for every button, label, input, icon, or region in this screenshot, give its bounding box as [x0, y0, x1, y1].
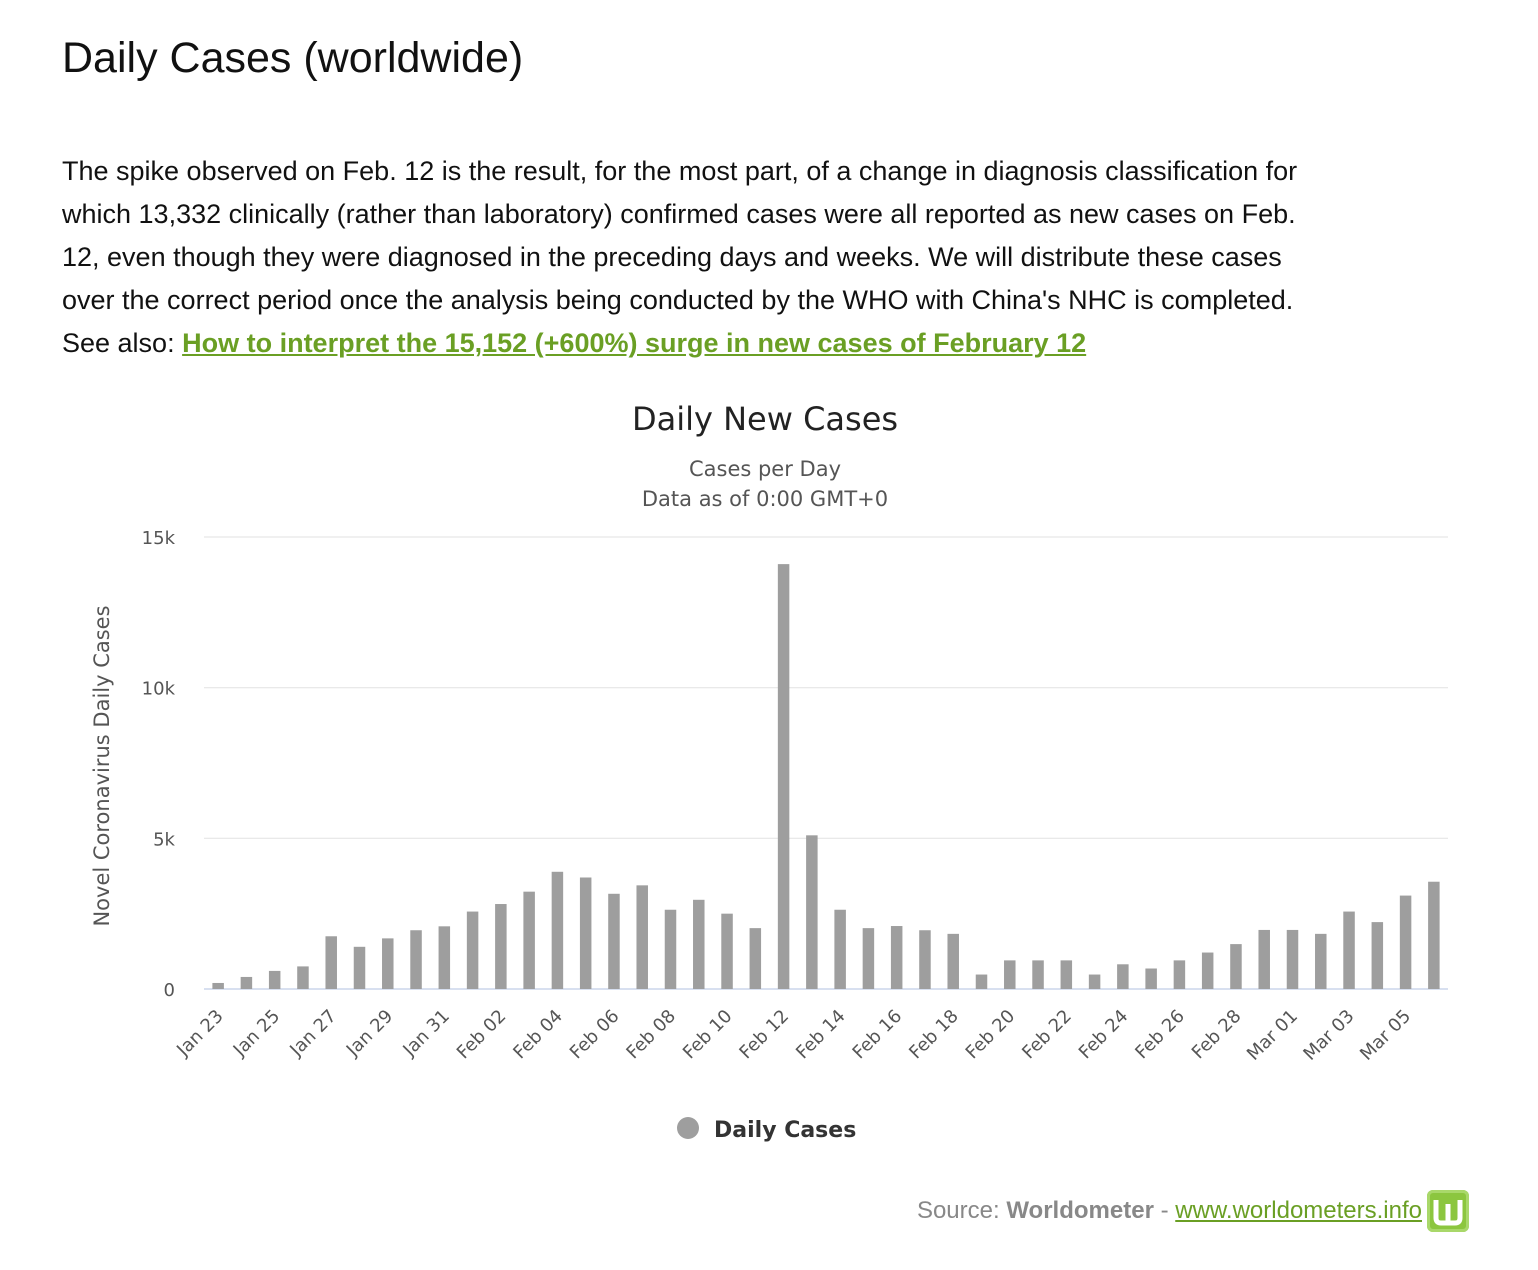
- x-tick-label: Feb 12: [735, 1006, 793, 1064]
- bar[interactable]: Feb 02: 2820: [495, 904, 507, 989]
- legend[interactable]: Daily Cases: [677, 1117, 856, 1143]
- bar[interactable]: Feb 03: 3230: [523, 891, 535, 989]
- bar[interactable]: Feb 15: 2020: [862, 928, 875, 989]
- x-tick-label: Feb 16: [849, 1006, 907, 1064]
- interpret-surge-link[interactable]: How to interpret the 15,152 (+600%) surg…: [182, 328, 1087, 358]
- bar[interactable]: Jan 27: 1750: [325, 936, 337, 989]
- x-tick-label: Feb 04: [509, 1006, 567, 1064]
- bar[interactable]: Jan 26: 750: [297, 966, 309, 989]
- bar[interactable]: Feb 20: 950: [1004, 960, 1016, 989]
- bar[interactable]: Feb 14: 2630: [834, 909, 846, 989]
- bar[interactable]: Feb 08: 2630: [664, 909, 677, 989]
- bar[interactable]: Jan 29: 1680: [382, 938, 394, 989]
- see-also-line: See also: How to interpret the 15,152 (+…: [62, 322, 1462, 365]
- bar[interactable]: Feb 11: 2020: [749, 928, 762, 989]
- x-tick-label: Jan 25: [229, 1006, 284, 1061]
- y-tick-label: 5k: [153, 829, 175, 850]
- bar[interactable]: Feb 23: 480: [1088, 974, 1101, 989]
- y-axis-ticks: 0 5k 10k 15k: [142, 528, 176, 1001]
- bar[interactable]: Mar 01: 1960: [1286, 929, 1299, 989]
- chart-title: Daily New Cases: [632, 400, 898, 438]
- daily-new-cases-chart: Daily New Cases Cases per Day Data as of…: [90, 400, 1448, 1143]
- x-tick-label: Mar 05: [1356, 1006, 1415, 1065]
- note-line: The spike observed on Feb. 12 is the res…: [62, 156, 1298, 186]
- x-tick-label: Jan 27: [285, 1006, 340, 1061]
- y-tick-label: 15k: [142, 528, 176, 549]
- bar[interactable]: Feb 13: 5100: [806, 835, 818, 989]
- y-gridlines: [204, 536, 1448, 990]
- chart-subtitle-line: Cases per Day: [689, 457, 841, 481]
- x-tick-label: Feb 08: [622, 1006, 680, 1064]
- source-org: Worldometer: [1006, 1197, 1154, 1224]
- bar[interactable]: Mar 02: 1830: [1315, 933, 1327, 989]
- bar[interactable]: Mar 06: 3560: [1428, 881, 1440, 989]
- bar-series-daily-cases: Jan 23: 200 Jan 24: 400 Jan 25: 600 Jan 26:…: [212, 564, 1440, 989]
- x-tick-label: Mar 01: [1243, 1006, 1302, 1065]
- bar[interactable]: Jan 25: 600: [268, 970, 281, 989]
- worldometer-w-icon: [1433, 1200, 1463, 1226]
- bar[interactable]: Mar 05: 3100: [1399, 895, 1412, 989]
- see-also-label: See also:: [62, 328, 175, 358]
- bar[interactable]: Feb 17: 1950: [919, 930, 931, 989]
- source-credit: Source: Worldometer - www.worldometers.i…: [917, 1197, 1422, 1225]
- x-tick-label: Feb 22: [1018, 1006, 1076, 1064]
- bar[interactable]: Jan 24: 400: [240, 976, 253, 989]
- bar[interactable]: Feb 22: 950: [1060, 960, 1073, 989]
- bar[interactable]: Feb 06: 3160: [608, 893, 620, 989]
- x-tick-label: Feb 02: [453, 1006, 511, 1064]
- bar[interactable]: Jan 30: 1950: [410, 930, 422, 989]
- bar[interactable]: Feb 04: 3890: [551, 871, 564, 989]
- bar[interactable]: Feb 29: 1960: [1258, 929, 1270, 989]
- x-tick-label: Feb 28: [1188, 1006, 1246, 1064]
- x-tick-label: Feb 06: [566, 1006, 624, 1064]
- bar[interactable]: Feb 01: 2570: [466, 911, 479, 989]
- source-label: Source:: [916, 1197, 1000, 1224]
- bar[interactable]: Feb 27: 1210: [1201, 952, 1214, 989]
- spike-explanation: The spike observed on Feb. 12 is the res…: [62, 150, 1462, 365]
- bar[interactable]: Jan 31: 2080: [438, 926, 451, 989]
- bar[interactable]: Feb 26: 950: [1173, 960, 1186, 989]
- worldometers-link[interactable]: www.worldometers.info: [1175, 1197, 1422, 1224]
- x-tick-label: Jan 29: [342, 1006, 397, 1061]
- bar[interactable]: Mar 04: 2220: [1371, 922, 1384, 989]
- legend-label: Daily Cases: [714, 1118, 856, 1143]
- x-tick-label: Jan 23: [172, 1006, 227, 1061]
- y-axis-title: Novel Coronavirus Daily Cases: [90, 605, 114, 926]
- bar[interactable]: Feb 19: 480: [975, 974, 988, 989]
- x-tick-label: Feb 26: [1131, 1006, 1189, 1064]
- x-tick-label: Mar 03: [1299, 1006, 1358, 1065]
- bar[interactable]: Feb 24: 820: [1117, 964, 1129, 989]
- chart-subtitle-line: Data as of 0:00 GMT+0: [642, 487, 888, 511]
- bar[interactable]: Feb 10: 2500: [721, 913, 733, 989]
- x-tick-label: Feb 20: [962, 1006, 1020, 1064]
- y-tick-label: 0: [164, 980, 175, 1001]
- bar[interactable]: Feb 16: 2090: [890, 926, 903, 989]
- bar[interactable]: Feb 05: 3700: [579, 877, 592, 989]
- x-tick-label: Feb 10: [679, 1006, 737, 1064]
- bar[interactable]: Jan 28: 1400: [353, 946, 366, 989]
- x-tick-label: Feb 18: [905, 1006, 963, 1064]
- worldometer-logo[interactable]: [1427, 1190, 1469, 1232]
- x-tick-label: Feb 24: [1075, 1006, 1133, 1064]
- x-tick-label: Jan 31: [398, 1006, 453, 1061]
- bar[interactable]: Jan 23: 200: [212, 982, 224, 989]
- note-line: which 13,332 clinically (rather than lab…: [62, 199, 1296, 229]
- note-line: 12, even though they were diagnosed in t…: [62, 242, 1282, 272]
- legend-marker-icon: [677, 1117, 699, 1139]
- bar[interactable]: Feb 28: 1490: [1230, 944, 1242, 989]
- bar[interactable]: Feb 07: 3440: [636, 885, 648, 989]
- bar[interactable]: Mar 03: 2570: [1343, 911, 1355, 989]
- bar[interactable]: Feb 18: 1830: [947, 933, 959, 989]
- page-title: Daily Cases (worldwide): [62, 34, 524, 82]
- note-line: over the correct period once the analysi…: [62, 285, 1294, 315]
- x-tick-label: Feb 14: [792, 1006, 850, 1064]
- source-separator: -: [1160, 1197, 1169, 1224]
- bar[interactable]: Feb 12: 14100: [777, 564, 790, 989]
- bar[interactable]: Feb 09: 2960: [693, 899, 705, 989]
- bar[interactable]: Feb 25: 680: [1145, 968, 1157, 989]
- bar[interactable]: Feb 21: 950: [1032, 960, 1044, 989]
- y-tick-label: 10k: [142, 679, 176, 700]
